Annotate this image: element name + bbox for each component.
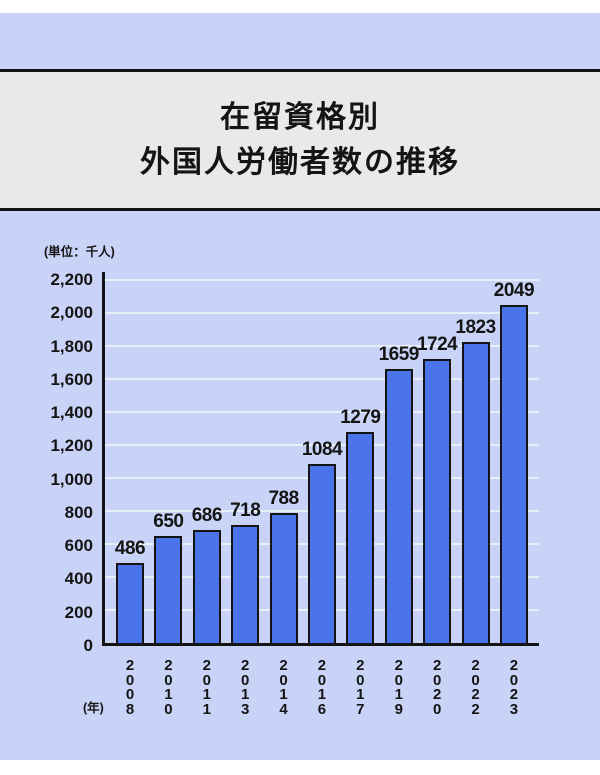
y-tick-label: 200 (64, 602, 93, 622)
gridline (105, 279, 539, 281)
plot-area: 486 650 686 718 788 1084 1279 1659 1724 1823 2049 (102, 272, 539, 646)
bar-2020: 1724 (417, 280, 458, 643)
bar-2019: 1659 (379, 280, 419, 643)
gridline (105, 345, 539, 347)
bar-2016: 1084 (302, 280, 343, 643)
gridline (105, 378, 539, 380)
bar-2010: 650 (153, 280, 184, 643)
bar-rect (231, 524, 260, 643)
header-band (0, 13, 600, 69)
x-tick-year: 2 0 1 6 (317, 657, 327, 718)
x-tick-year: 2 0 1 3 (241, 657, 250, 718)
x-tick-year: 2 0 1 9 (394, 657, 403, 718)
bar-value-label: 788 (268, 487, 299, 509)
y-tick-label: 400 (64, 569, 93, 589)
y-axis-line (102, 272, 105, 643)
x-tick-year: 2 0 1 1 (202, 657, 211, 718)
divider-bottom (0, 208, 600, 211)
y-axis-tick-labels: 0 200 400 600 800 1,000 1,200 1,400 1,600 1,800 2,… (0, 270, 102, 655)
bar-2017: 1279 (340, 280, 381, 643)
y-tick-label: 2,200 (50, 270, 93, 289)
title-band: 在留資格別 外国人労働者数の推移 (0, 72, 600, 208)
bar-value-label: 1823 (455, 317, 496, 339)
bar-value-label: 1724 (416, 333, 458, 355)
bar-chart: (単位：千人) 0 200 400 600 800 1,000 1,200 1,400 1,60… (0, 211, 600, 760)
bar-rect (384, 369, 413, 643)
bar-rect (116, 562, 144, 643)
y-axis-unit-label: (単位：千人) (44, 245, 115, 259)
y-tick-label: 1,200 (50, 436, 93, 456)
bar-2011: 686 (191, 280, 223, 643)
bar-2014: 788 (268, 280, 299, 643)
bar-value-label: 718 (230, 499, 261, 521)
x-tick-year: 2 0 1 0 (164, 657, 173, 718)
bar-rect (269, 512, 298, 643)
y-tick-label: 1,800 (50, 336, 93, 356)
x-tick-year: 2 0 0 8 (125, 657, 135, 718)
top-margin (0, 0, 600, 13)
bar-rect (499, 305, 528, 643)
gridline (105, 312, 539, 314)
bar-rect (192, 529, 221, 643)
bottom-margin (0, 760, 600, 775)
bar-2023: 2049 (494, 280, 535, 643)
gridline (105, 444, 539, 446)
bar-2013: 718 (230, 280, 261, 643)
bar-value-label: 1279 (340, 406, 381, 428)
x-tick-year: 2 0 2 3 (509, 657, 519, 718)
bar-rect (346, 431, 375, 643)
x-tick-year: 2 0 1 4 (279, 657, 288, 718)
bar-value-label: 2049 (493, 280, 535, 301)
x-tick-year: 2 0 1 7 (356, 657, 365, 718)
x-tick-year: 2 0 2 0 (432, 657, 442, 718)
bars-row: 486 650 686 718 788 1084 1279 1659 1724 1823 2049 (102, 280, 539, 643)
bar-rect (154, 535, 183, 643)
y-tick-label: 1,000 (50, 469, 93, 489)
bar-value-label: 1084 (301, 439, 343, 461)
y-tick-label: 0 (83, 636, 93, 655)
y-tick-label: 1,600 (50, 369, 93, 389)
bar-rect (423, 358, 452, 643)
y-tick-label: 600 (64, 536, 93, 556)
bar-value-label: 650 (153, 510, 184, 532)
bar-2008: 486 (114, 280, 146, 643)
x-axis-tick-labels: 2 0 0 8 2 0 1 0 2 0 1 1 2 0 1 3 2 0 1 4 2 0 1… (102, 657, 539, 718)
page-title-line1: 在留資格別 (220, 101, 380, 134)
divider-top (0, 69, 600, 72)
y-tick-label: 2,000 (50, 303, 93, 323)
bar-value-label: 486 (114, 537, 146, 559)
plot-row: 0 200 400 600 800 1,000 1,200 1,400 1,600 1,800 2,… (0, 270, 600, 655)
bar-value-label: 686 (191, 504, 223, 526)
bar-rect (307, 464, 336, 643)
y-tick-label: 800 (64, 502, 93, 522)
gridline (105, 411, 539, 413)
page-title-line2: 外国人労働者数の推移 (140, 146, 460, 179)
bar-value-label: 1659 (378, 344, 420, 366)
bar-2022: 1823 (455, 280, 496, 643)
y-tick-label: 1,400 (50, 403, 93, 423)
x-tick-year: 2 0 2 2 (471, 657, 480, 718)
x-axis-unit-label: (年) (83, 701, 104, 715)
bar-rect (461, 342, 490, 643)
